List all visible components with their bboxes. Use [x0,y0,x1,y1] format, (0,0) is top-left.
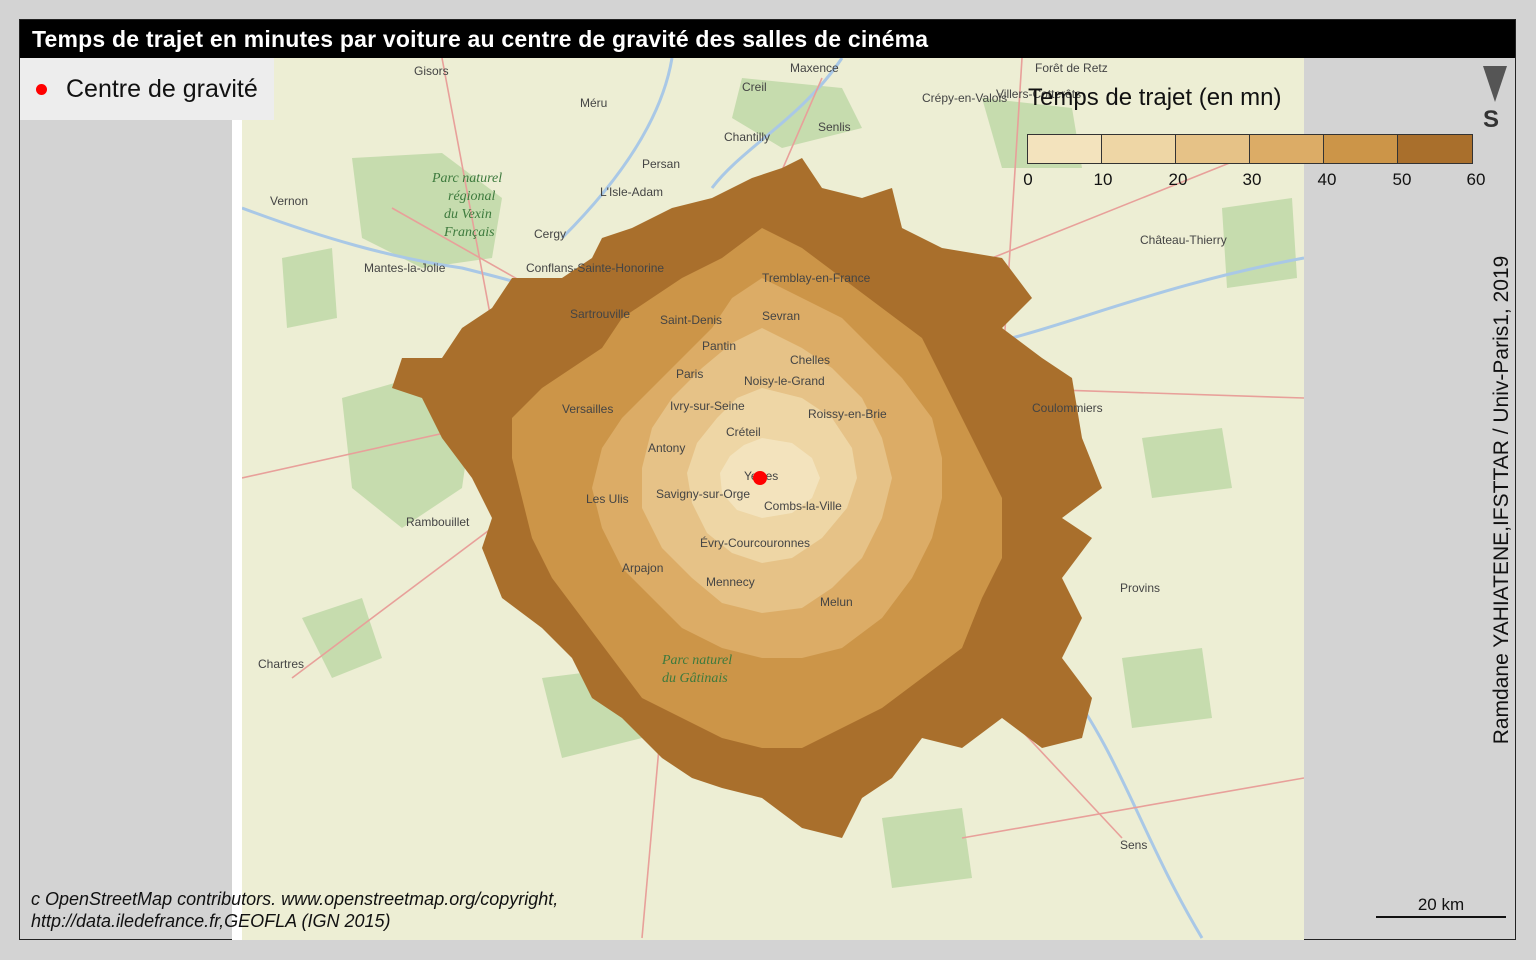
place-label: Arpajon [622,561,663,575]
scale-bar-label: 20 km [1417,895,1465,914]
place-label: Noisy-le-Grand [744,374,825,388]
place-label: Château-Thierry [1140,233,1227,247]
place-label: Persan [642,157,680,171]
place-label: Senlis [818,120,851,134]
park-label: Français [443,225,495,240]
scale-bar: 20 km [1376,895,1506,921]
place-label: Coulommiers [1032,401,1103,415]
place-label: Provins [1120,581,1160,595]
north-arrow-letter: S [1483,106,1500,133]
park-label-vexin: Parc naturel régional du Vexin Français [431,171,502,240]
map-title: Temps de trajet en minutes par voiture a… [32,26,929,52]
place-label: Forêt de Retz [1035,61,1108,75]
place-label: Créteil [726,425,761,439]
source-line-2: http://data.iledefrance.fr,GEOFLA (IGN 2… [31,911,391,931]
data-sources: c OpenStreetMap contributors. www.openst… [31,888,558,932]
place-labels: Maxence Gisors Creil Crépy-en-Valois Vil… [258,61,1227,852]
park-label: Parc naturel [661,653,732,668]
place-label: Crépy-en-Valois [922,91,1007,105]
place-label: Sartrouville [570,307,630,321]
place-label: Ivry-sur-Seine [670,399,745,413]
place-label: Melun [820,595,853,609]
place-label: Sens [1120,838,1147,852]
place-label: Maxence [790,61,839,75]
isochrone-layer [392,158,1102,838]
legend-tick: 30 [1242,170,1262,189]
legend-class-50-60 [1398,135,1472,163]
place-label: Roissy-en-Brie [808,407,887,421]
place-label: Versailles [562,402,613,416]
place-label: Chartres [258,657,304,671]
place-label: Creil [742,80,767,94]
legend-class-10-20 [1102,135,1176,163]
author-credit: Ramdane YAHIATENE,IFSTTAR / Univ-Paris1,… [1490,255,1513,745]
place-label: Villers-Cotterêts [996,87,1081,101]
place-label: Cergy [534,227,566,241]
place-label: Paris [676,367,703,381]
place-label: Mantes-la-Jolie [364,261,446,275]
park-label: Parc naturel [431,171,502,186]
point-legend-label: Centre de gravité [66,75,258,103]
isochrone-10 [720,438,820,518]
place-label: Antony [648,441,685,455]
travel-legend-title: Temps de trajet (en mn) [1028,84,1282,111]
place-label: Évry-Courcouronnes [700,535,810,550]
place-label: Vernon [270,194,308,208]
place-label: Savigny-sur-Orge [656,487,750,501]
legend-tick: 20 [1168,170,1188,189]
place-label: Saint-Denis [660,313,722,327]
place-label: Sevran [762,309,800,323]
north-arrow: S [1480,66,1510,136]
place-label: Chantilly [724,130,770,144]
place-label: Pantin [702,339,736,353]
legend-tick: 60 [1466,170,1486,189]
point-legend: Centre de gravité [20,58,274,120]
place-label: L'Isle-Adam [600,185,663,199]
park-label: régional [448,189,496,204]
park-label: du Vexin [444,207,492,222]
place-label: Chelles [790,353,830,367]
title-bar [20,20,1515,58]
legend-tick: 50 [1392,170,1412,189]
legend-class-20-30 [1176,135,1250,163]
legend-tick: 40 [1317,170,1337,189]
legend-class-0-10 [1028,135,1102,163]
park-label: du Gâtinais [662,671,728,686]
park-label-gatinais: Parc naturel du Gâtinais [661,653,732,686]
gravity-centre-point[interactable] [753,471,767,485]
source-line-1: c OpenStreetMap contributors. www.openst… [31,889,559,909]
place-label: Tremblay-en-France [762,271,871,285]
place-label: Méru [580,96,607,110]
legend-tick: 10 [1093,170,1113,189]
legend-class-40-50 [1324,135,1398,163]
scale-bar-line [1376,916,1506,918]
place-label: Les Ulis [586,492,629,506]
gravity-centre-legend-icon [36,84,47,95]
north-arrow-icon [1483,66,1507,102]
place-label: Rambouillet [406,515,470,529]
place-label: Combs-la-Ville [764,499,842,513]
place-label: Gisors [414,64,449,78]
legend-tick: 0 [1023,170,1033,189]
place-label: Mennecy [706,575,755,589]
map-canvas[interactable]: Maxence Gisors Creil Crépy-en-Valois Vil… [242,58,1304,940]
travel-legend-bar [1027,134,1473,164]
legend-class-30-40 [1250,135,1324,163]
place-label: Conflans-Sainte-Honorine [526,261,664,275]
